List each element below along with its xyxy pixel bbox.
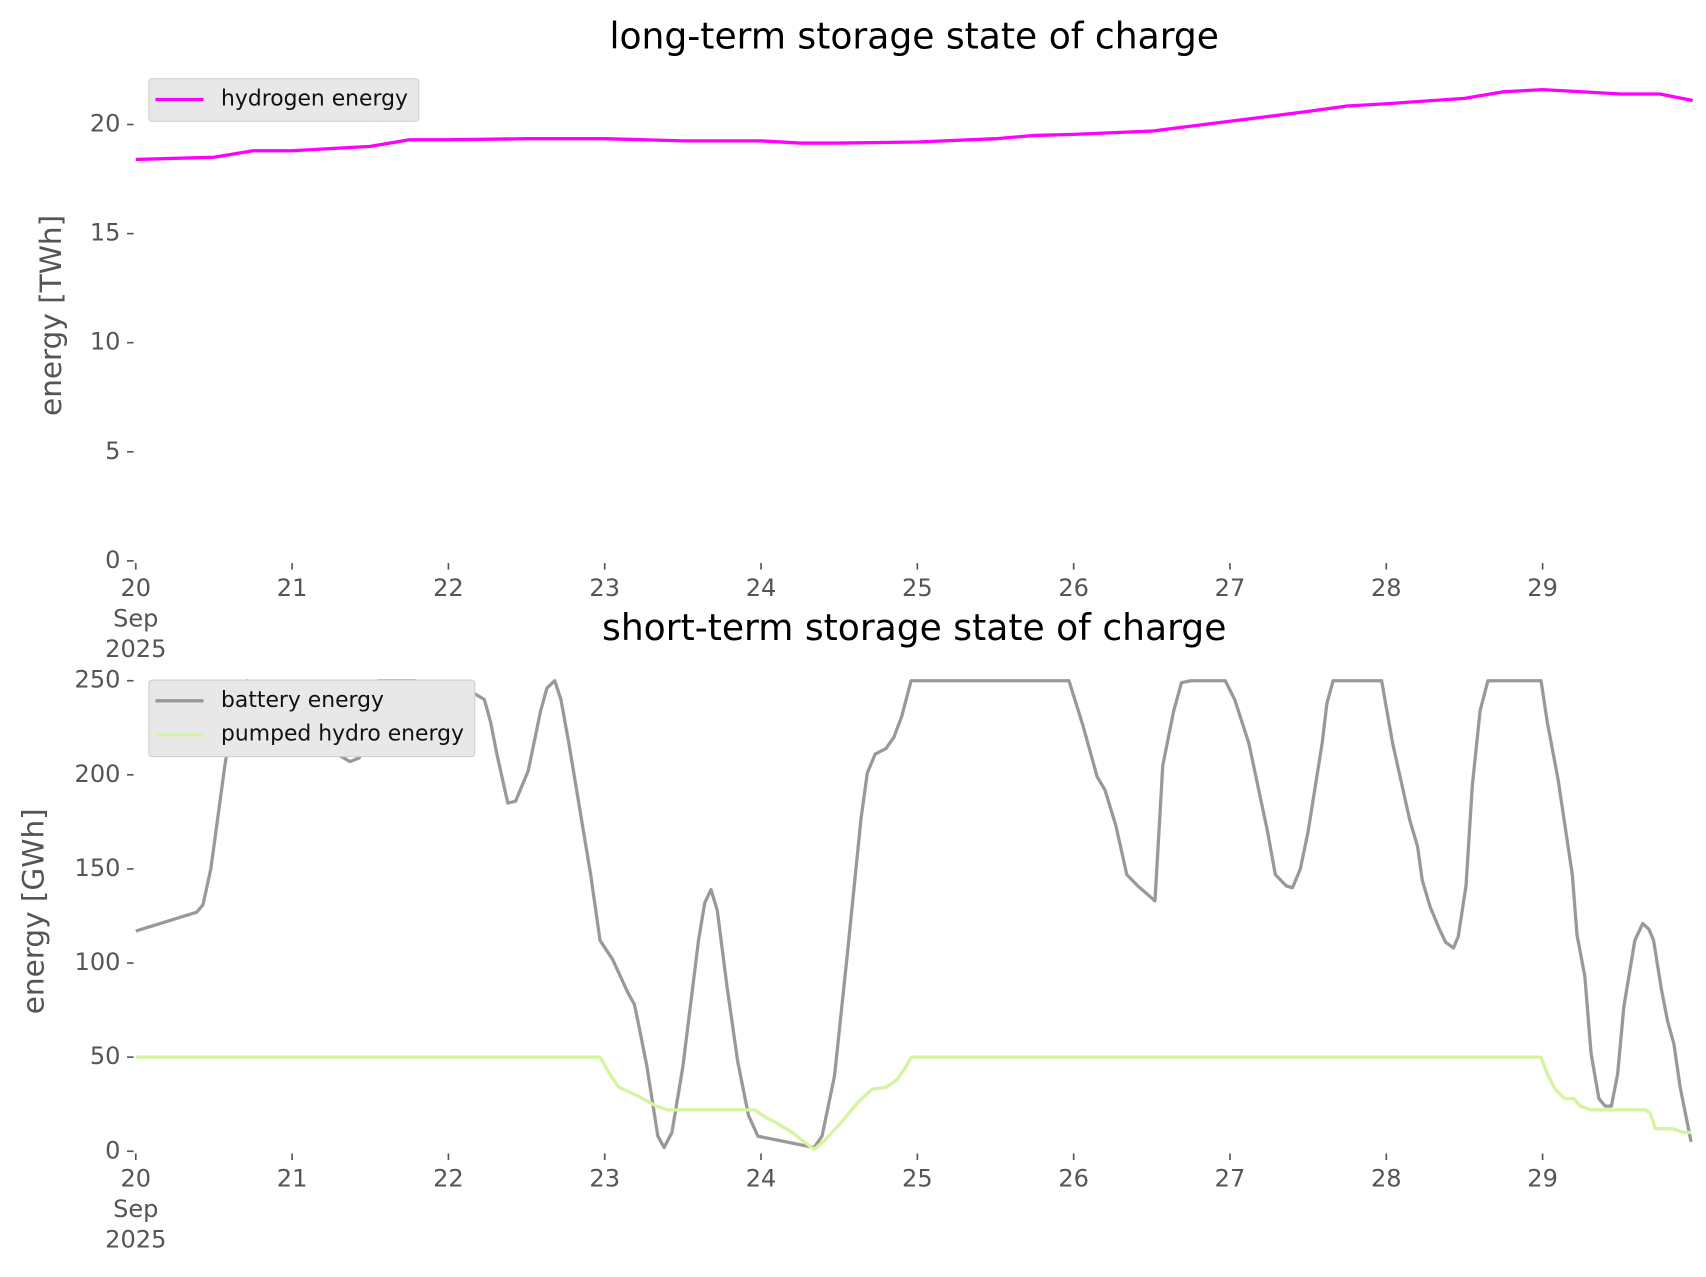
legend-box [148,679,476,758]
x-tick-label: 24 [746,574,777,602]
y-tick-label: 100 [75,948,121,976]
x-tick-label: 22 [433,574,464,602]
legend-label: battery energy [221,688,384,713]
y-tick-label: 5 [105,437,120,465]
subplot: long-term storage state of charge energy … [34,15,1693,663]
x-tick-label: 21 [277,574,308,602]
y-tick-label: 200 [75,760,121,788]
series-line [135,87,1693,162]
x-tick-label-line: 20 [120,574,151,602]
x-tick-label: 23 [589,1164,620,1192]
legend: hydrogen energy [148,78,420,122]
x-tick-label: 28 [1371,574,1402,602]
legend-label: hydrogen energy [221,86,408,111]
y-tick-label: 10 [90,328,121,356]
x-tick-label: 28 [1371,1164,1402,1192]
y-tick-label: 0 [105,1136,120,1164]
x-tick-label: 29 [1527,574,1558,602]
x-tick-label: 20 Sep 2025 [105,1164,166,1253]
x-tick-label-line: Sep [113,604,158,632]
x-tick-label: 29 [1527,1164,1558,1192]
x-tick-label: 24 [746,1164,777,1192]
legend: battery energy pumped hydro energy [148,679,476,758]
x-tick-label: 26 [1058,1164,1089,1192]
y-tick-label: 150 [75,854,121,882]
x-tick-label: 22 [433,1164,464,1192]
x-tick-label-line: 20 [120,1164,151,1192]
y-tick-label: 50 [90,1042,121,1070]
x-tick-label: 21 [277,1164,308,1192]
y-axis-label: energy [TWh] [34,215,68,416]
x-tick-label: 27 [1215,574,1246,602]
series-line [135,1055,1692,1152]
subplot: short-term storage state of charge energy… [17,607,1693,1253]
legend-box [148,78,420,122]
legend-label: pumped hydro energy [221,722,464,747]
series-line [135,679,1693,1150]
y-tick-label: 15 [90,219,121,247]
chart-title: long-term storage state of charge [609,15,1219,57]
x-tick-label-line: 2025 [105,635,166,663]
x-tick-label: 20 Sep 2025 [105,574,166,663]
x-tick-label: 27 [1215,1164,1246,1192]
y-tick-label: 250 [75,666,121,694]
x-tick-label: 26 [1058,574,1089,602]
x-tick-label: 25 [902,1164,933,1192]
y-tick-label: 20 [90,110,121,138]
y-axis-label: energy [GWh] [17,808,51,1014]
x-tick-label: 25 [902,574,933,602]
x-tick-label-line: Sep [113,1195,158,1223]
x-tick-label-line: 2025 [105,1225,166,1253]
x-tick-label: 23 [589,574,620,602]
chart-title: short-term storage state of charge [602,607,1226,649]
y-tick-label: 0 [105,546,120,574]
